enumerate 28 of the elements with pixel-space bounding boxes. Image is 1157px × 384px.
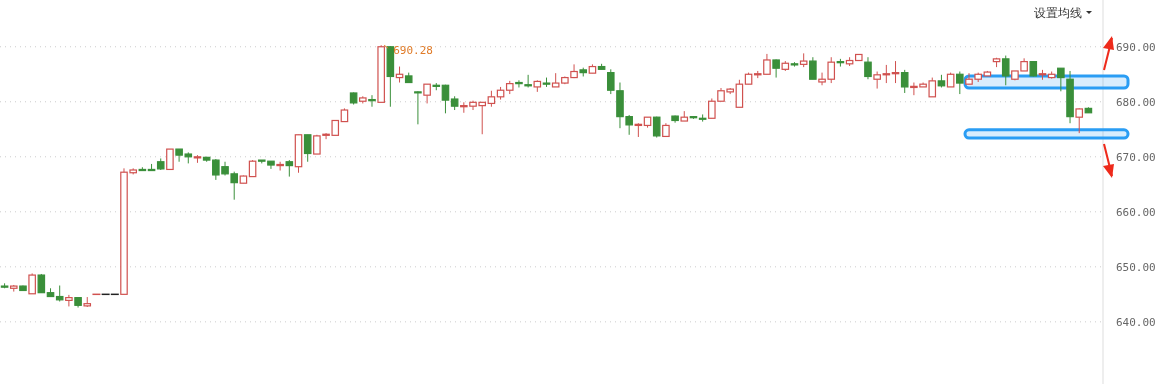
y-tick-label: 680.00 (1116, 95, 1156, 109)
candlestick (276, 161, 284, 172)
candlestick (900, 69, 909, 94)
candlestick (1075, 107, 1084, 134)
candlestick (1001, 55, 1010, 86)
candlestick (735, 79, 744, 108)
candlestick (772, 58, 780, 79)
candlestick (303, 134, 312, 163)
y-tick-label: 670.00 (1116, 150, 1156, 164)
y-tick-label: 660.00 (1116, 205, 1156, 219)
y-tick-label: 690.00 (1116, 40, 1156, 54)
candlestick (441, 84, 450, 114)
candlestick (423, 83, 431, 104)
candlestick (809, 56, 817, 80)
candlestick (864, 56, 872, 80)
candlestick (515, 79, 523, 88)
candlestick (65, 294, 73, 307)
y-tick-label: 650.00 (1116, 260, 1156, 274)
candlestick (28, 272, 36, 295)
candlestick (524, 74, 532, 88)
candlestick (1057, 67, 1065, 92)
candlestick (166, 148, 174, 171)
annotation: 690.28 (393, 44, 433, 58)
y-tick-label: 640.00 (1116, 315, 1156, 329)
annotation: 设置均线 (1034, 6, 1082, 20)
candlestick (956, 71, 964, 95)
candlestick (414, 90, 422, 125)
candlestick (368, 94, 376, 108)
